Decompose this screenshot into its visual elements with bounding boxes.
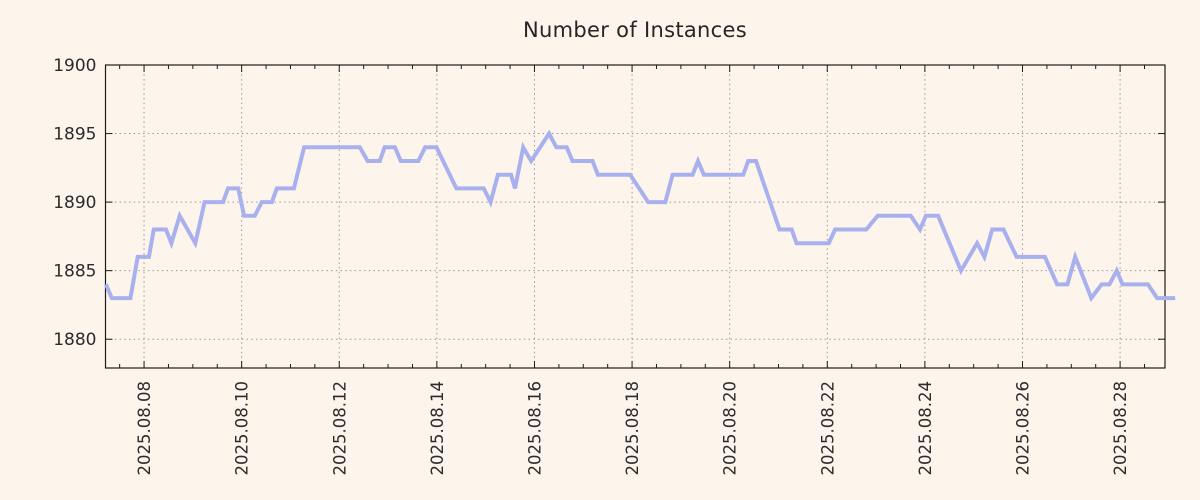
x-tick-label: 2025.08.14 (428, 381, 447, 475)
x-tick-label: 2025.08.12 (330, 381, 349, 475)
y-tick-label: 1895 (53, 125, 96, 145)
y-tick-label: 1890 (53, 193, 96, 213)
x-tick-label: 2025.08.24 (916, 381, 935, 475)
grid-lines (105, 65, 1165, 368)
y-tick-label: 1885 (53, 262, 96, 282)
x-tick-label: 2025.08.10 (233, 381, 252, 475)
chart-title: Number of Instances (523, 18, 747, 42)
y-tick-label: 1880 (53, 330, 96, 350)
x-tick-label: 2025.08.16 (525, 381, 544, 475)
series-line (104, 129, 1176, 303)
axis-ticks (105, 64, 1165, 368)
x-tick-label: 2025.08.18 (623, 381, 642, 475)
x-tick-label: 2025.08.20 (721, 381, 740, 475)
x-tick-label: 2025.08.26 (1013, 381, 1032, 475)
x-tick-label: 2025.08.22 (818, 381, 837, 475)
x-tick-label: 2025.08.28 (1111, 381, 1130, 475)
x-tick-label: 2025.08.08 (135, 381, 154, 475)
plot-border (104, 64, 1166, 369)
axis-labels: 1880 1885 1890 1895 1900 2025.08.08 2025.08.10… (53, 56, 1130, 475)
y-tick-label: 1900 (53, 56, 96, 76)
